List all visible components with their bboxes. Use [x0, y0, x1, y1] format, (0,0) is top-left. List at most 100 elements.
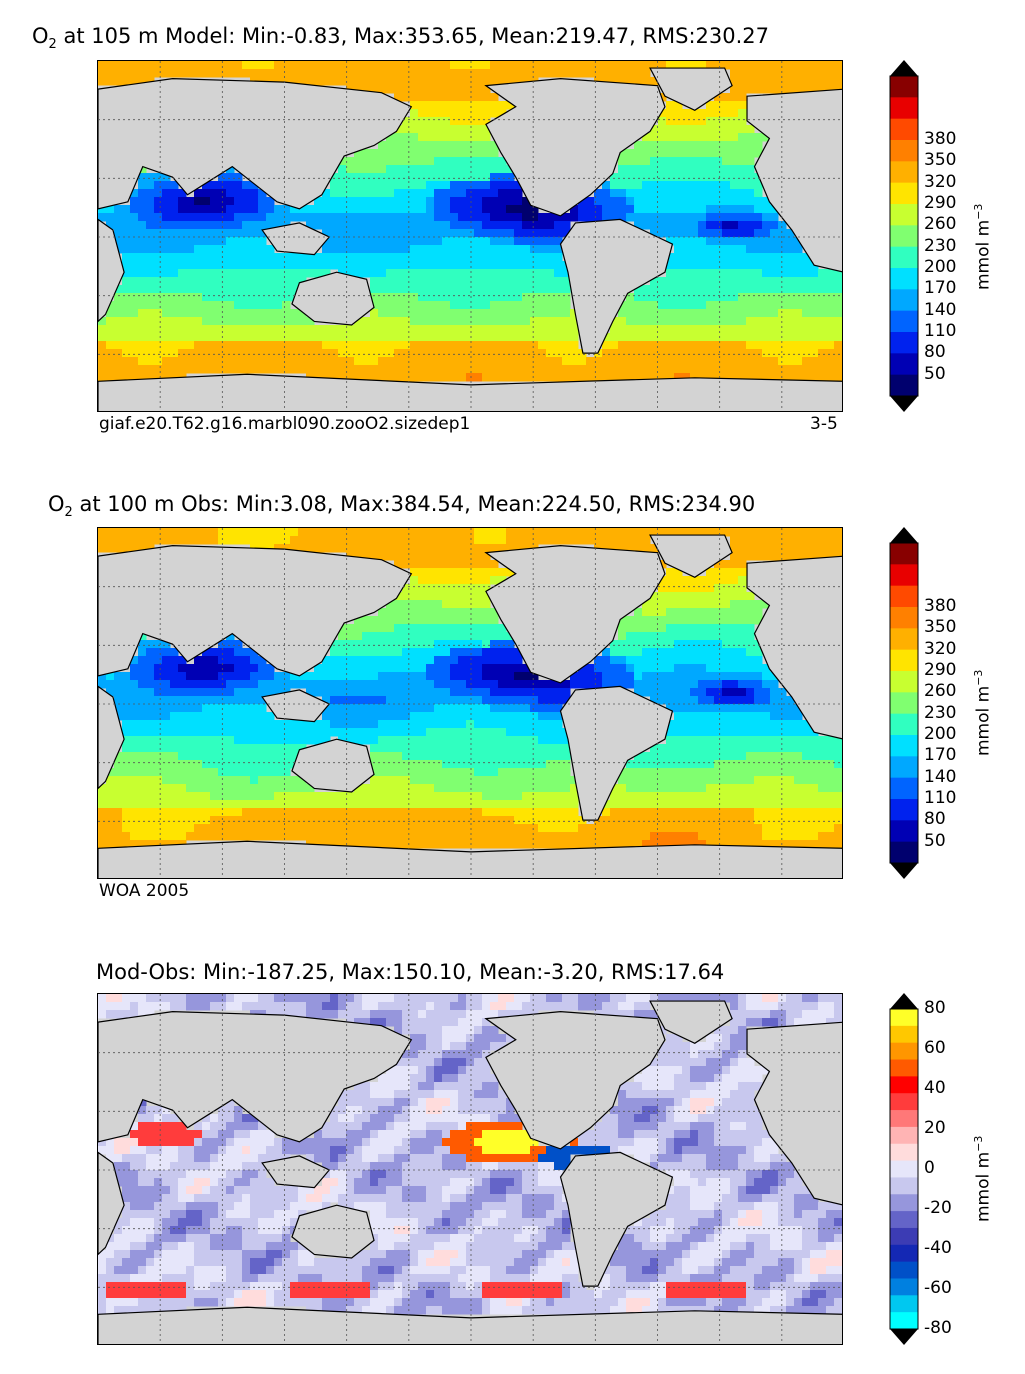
- unit-text: mmol m: [973, 685, 994, 756]
- colorbar-swatch: [890, 1076, 918, 1094]
- colorbar-diff-unit-label: mmol m−3: [972, 1136, 994, 1222]
- colorbar-swatch: [890, 1312, 918, 1330]
- colorbar-frame: [889, 542, 919, 864]
- colorbar-tick-label: 350: [924, 617, 957, 638]
- colorbar-swatch: [890, 225, 918, 248]
- colorbar-tick-label: 380: [924, 129, 957, 149]
- colorbar-swatch: [890, 1211, 918, 1229]
- panel-1-title: O2 at 105 m Model: Min:-0.83, Max:353.65…: [32, 24, 769, 52]
- colorbar-tick-label: 200: [924, 257, 957, 277]
- title-rest: Mod-Obs: Min:-187.25, Max:150.10, Mean:-…: [96, 960, 725, 984]
- land-mass: [98, 1010, 413, 1143]
- colorbar-extend-max: [890, 60, 918, 76]
- colorbar-swatch: [890, 585, 918, 608]
- colorbar-swatch: [890, 756, 918, 779]
- colorbar-tick-label: 350: [924, 150, 957, 171]
- colorbar-swatch: [890, 1244, 918, 1263]
- land-mass: [261, 1155, 331, 1189]
- land-mass: [484, 1010, 666, 1150]
- land-mass: [98, 77, 413, 210]
- land-mass: [484, 77, 666, 217]
- colorbar-swatch: [890, 97, 918, 120]
- colorbar-swatch: [890, 1227, 918, 1246]
- colorbar-swatch: [890, 161, 918, 184]
- unit-text: mmol m: [973, 1151, 994, 1222]
- land-mass: [746, 1021, 842, 1206]
- colorbar-swatch: [890, 76, 918, 98]
- colorbar-tick-label: 260: [924, 214, 957, 235]
- colorbar-swatch: [890, 1295, 918, 1313]
- field-cells: [98, 994, 842, 1315]
- unit-text: mmol m: [973, 219, 994, 290]
- colorbar-tick-label: 290: [924, 193, 957, 213]
- colorbar-frame: [889, 1008, 919, 1330]
- title-rest: at 100 m Obs: Min:3.08, Max:384.54, Mean…: [72, 492, 756, 516]
- colorbar-extend-min: [890, 1329, 918, 1345]
- colorbar-tick-label: 170: [924, 745, 957, 766]
- land-mass: [261, 689, 331, 723]
- land-mass: [649, 67, 733, 111]
- land-mass: [746, 88, 842, 273]
- panel-2-title: O2 at 100 m Obs: Min:3.08, Max:384.54, M…: [48, 492, 755, 520]
- colorbar-swatch: [890, 1042, 918, 1061]
- colorbar-tick-label: -40: [924, 1238, 952, 1258]
- colorbar-swatch: [890, 820, 918, 843]
- colorbar-swatch: [890, 671, 918, 693]
- colorbar-tick-label: 260: [924, 681, 957, 702]
- unit-exp: −3: [972, 203, 985, 220]
- colorbar-tick-label: -80: [924, 1318, 952, 1338]
- colorbar-swatch: [890, 543, 918, 565]
- colorbar-tick-label: 40: [924, 1078, 946, 1098]
- colorbar-swatch: [890, 628, 918, 651]
- colorbar-tick-label: -60: [924, 1278, 952, 1298]
- graticule: [98, 528, 842, 878]
- colorbar-tick-label: 230: [924, 235, 957, 256]
- colorbar-tick-label: -20: [924, 1198, 952, 1218]
- colorbar-extend-min: [890, 396, 918, 412]
- colorbar-tick-label: 50: [924, 830, 946, 851]
- panel-1-run-name: giaf.e20.T62.g16.marbl090.zooO2.sizedep1: [99, 414, 471, 434]
- colorbar-swatch: [890, 1093, 918, 1111]
- obs-o2-map: [97, 527, 843, 879]
- colorbar-tick-label: 0: [924, 1158, 935, 1178]
- title-o: O: [48, 492, 65, 516]
- colorbar-swatch: [890, 268, 918, 290]
- colorbar-tick-label: 380: [924, 596, 957, 616]
- colorbar-swatch: [890, 1059, 918, 1077]
- land-mass: [291, 738, 375, 793]
- colorbar-obs-swatches: [889, 527, 919, 879]
- colorbar-swatch: [890, 777, 918, 800]
- panel-1-season: 3-5: [810, 414, 838, 434]
- colorbar-tick-label: 200: [924, 724, 957, 744]
- colorbar-obs-unit-label: mmol m−3: [972, 670, 994, 756]
- colorbar-swatch: [890, 246, 918, 269]
- colorbar-swatch: [890, 1177, 918, 1195]
- colorbar-swatch: [890, 1160, 918, 1178]
- obs-o2-field: [98, 528, 842, 878]
- colorbar-swatch: [890, 692, 918, 715]
- field-cells: [98, 528, 842, 849]
- colorbar-model: 50 80 110 140 170 200 230 260 290 320 350 380: [886, 60, 1016, 412]
- title-sub: 2: [64, 505, 73, 521]
- colorbar-extend-min: [890, 863, 918, 879]
- colorbar-model-swatches: [889, 60, 919, 412]
- land-mass: [649, 1000, 733, 1044]
- colorbar-swatch: [890, 353, 918, 376]
- colorbar-tick-label: 140: [924, 299, 957, 320]
- diff-o2-map: [97, 993, 843, 1345]
- colorbar-swatch: [890, 1278, 918, 1296]
- colorbar-swatch: [890, 182, 918, 205]
- land-mass: [291, 271, 375, 326]
- model-o2-field: [98, 61, 842, 411]
- colorbar-swatch: [890, 1194, 918, 1212]
- colorbar-swatch: [890, 1126, 918, 1145]
- colorbar-swatch: [890, 713, 918, 736]
- unit-exp: −3: [972, 669, 985, 686]
- land-mass: [649, 534, 733, 578]
- colorbar-frame: [889, 75, 919, 397]
- colorbar-swatch: [890, 649, 918, 672]
- colorbar-swatch: [890, 1143, 918, 1162]
- graticule: [98, 61, 842, 411]
- diff-o2-field: [98, 994, 842, 1344]
- colorbar-diff-swatches: [889, 993, 919, 1345]
